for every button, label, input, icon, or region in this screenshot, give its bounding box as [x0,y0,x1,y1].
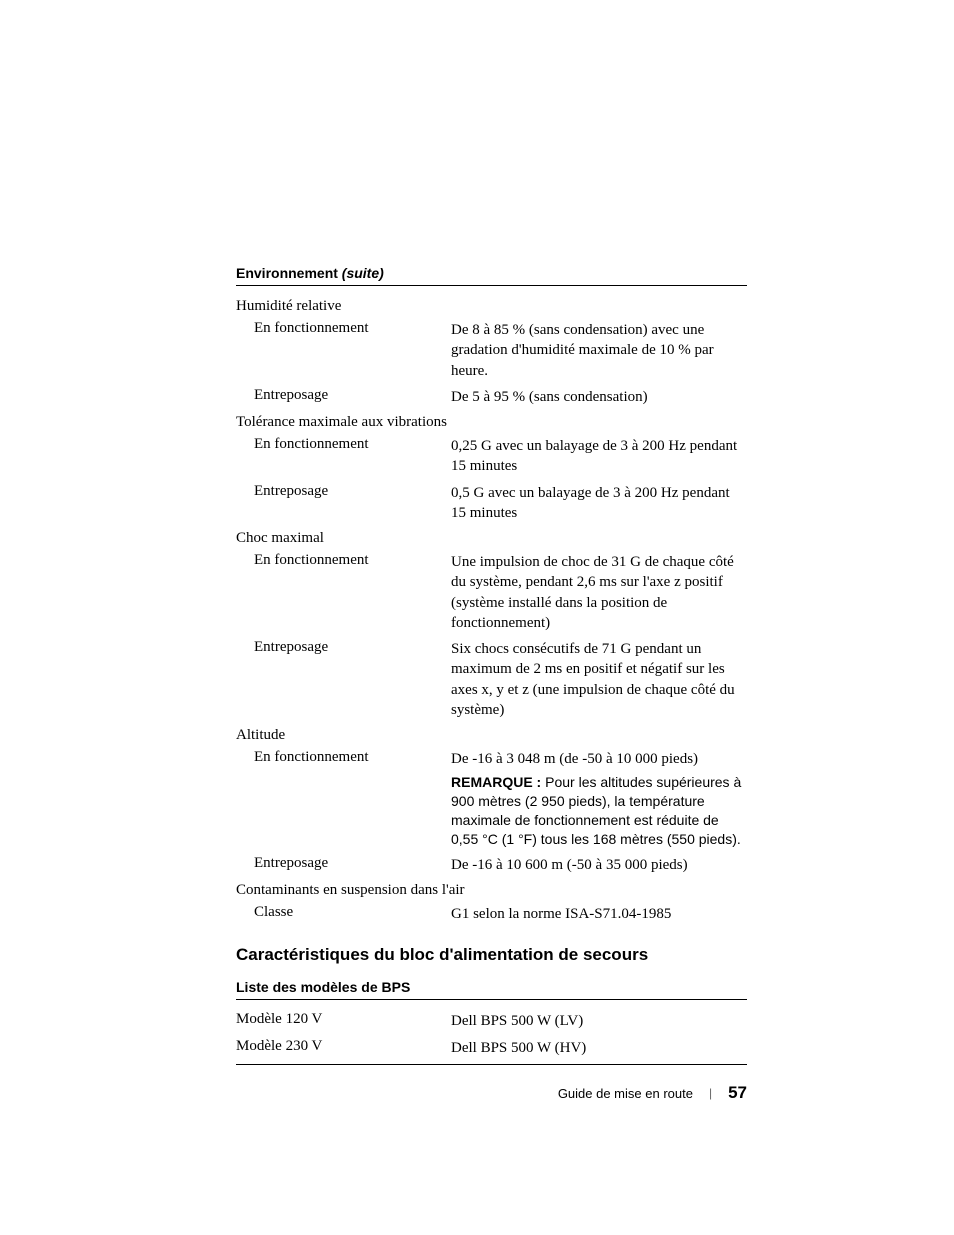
humidity-operating-label: En fonctionnement [236,320,451,381]
vibration-operating-label: En fonctionnement [236,436,451,477]
bps-heading: Caractéristiques du bloc d'alimentation … [236,945,747,965]
note-prefix: REMARQUE : [451,774,541,790]
altitude-operating-label: En fonctionnement [236,749,451,849]
table-row: Modèle 120 V Dell BPS 500 W (LV) [236,1008,747,1034]
bps-230-value: Dell BPS 500 W (HV) [451,1038,747,1058]
footer-doc-title: Guide de mise en route [558,1086,693,1101]
table-row: En fonctionnement De -16 à 3 048 m (de -… [236,746,747,852]
table-row: Entreposage Six chocs consécutifs de 71 … [236,636,747,723]
footer-separator: | [709,1086,712,1100]
environment-table: Humidité relative En fonctionnement De 8… [236,294,747,927]
shock-storage-value: Six chocs consécutifs de 71 G pendant un… [451,639,747,720]
table-row: Classe G1 selon la norme ISA-S71.04-1985 [236,901,747,927]
vibration-storage-value: 0,5 G avec un balayage de 3 à 200 Hz pen… [451,483,747,524]
shock-label: Choc maximal [236,526,747,549]
shock-operating-label: En fonctionnement [236,552,451,633]
humidity-operating-value: De 8 à 85 % (sans condensation) avec une… [451,320,747,381]
table-row: En fonctionnement Une impulsion de choc … [236,549,747,636]
altitude-storage-value: De -16 à 10 600 m (-50 à 35 000 pieds) [451,855,747,875]
bps-120-label: Modèle 120 V [236,1011,451,1031]
table-row: Modèle 230 V Dell BPS 500 W (HV) [236,1035,747,1061]
table-header-environment: Environnement (suite) [236,265,747,286]
altitude-label: Altitude [236,723,747,746]
shock-operating-value: Une impulsion de choc de 31 G de chaque … [451,552,747,633]
table-row: Entreposage De 5 à 95 % (sans condensati… [236,384,747,410]
table-row: Entreposage 0,5 G avec un balayage de 3 … [236,480,747,527]
altitude-note: REMARQUE : Pour les altitudes supérieure… [451,773,747,849]
bps-table: Modèle 120 V Dell BPS 500 W (LV) Modèle … [236,1008,747,1065]
humidity-label: Humidité relative [236,294,747,317]
table-row: En fonctionnement De 8 à 85 % (sans cond… [236,317,747,384]
vibration-operating-value: 0,25 G avec un balayage de 3 à 200 Hz pe… [451,436,747,477]
humidity-storage-value: De 5 à 95 % (sans condensation) [451,387,747,407]
vibration-storage-label: Entreposage [236,483,451,524]
humidity-storage-label: Entreposage [236,387,451,407]
bps-divider [236,1064,747,1065]
bps-subheading: Liste des modèles de BPS [236,979,747,1000]
airborne-class-value: G1 selon la norme ISA-S71.04-1985 [451,904,747,924]
altitude-operating-value: De -16 à 3 048 m (de -50 à 10 000 pieds) [451,749,747,769]
bps-120-value: Dell BPS 500 W (LV) [451,1011,747,1031]
airborne-class-label: Classe [236,904,451,924]
page-footer: Guide de mise en route | 57 [558,1083,747,1103]
page-number: 57 [728,1083,747,1103]
altitude-storage-label: Entreposage [236,855,451,875]
table-row: Entreposage De -16 à 10 600 m (-50 à 35 … [236,852,747,878]
bps-230-label: Modèle 230 V [236,1038,451,1058]
header-suffix: (suite) [342,265,384,281]
table-row: En fonctionnement 0,25 G avec un balayag… [236,433,747,480]
airborne-label: Contaminants en suspension dans l'air [236,878,747,901]
header-title: Environnement [236,265,338,281]
shock-storage-label: Entreposage [236,639,451,720]
vibration-label: Tolérance maximale aux vibrations [236,410,747,433]
